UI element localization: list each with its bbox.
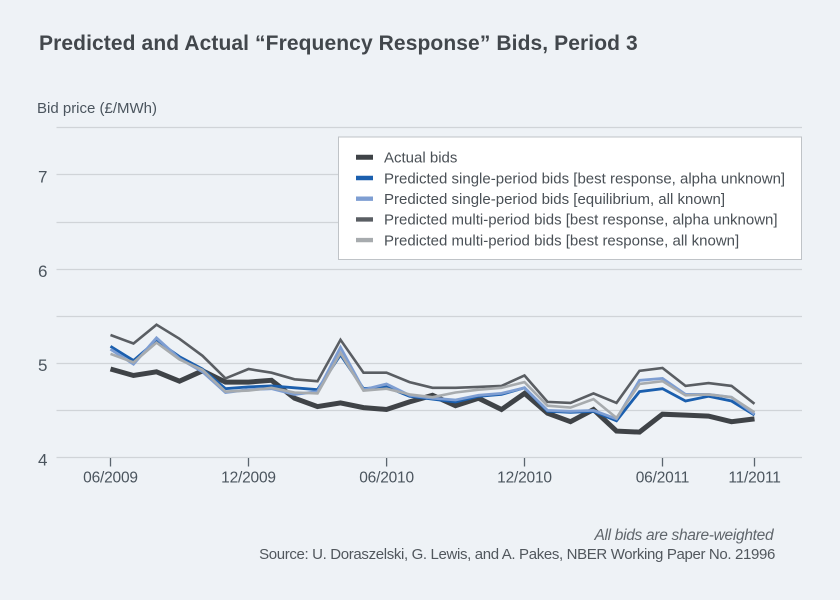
svg-text:12/2010: 12/2010 bbox=[497, 470, 552, 487]
svg-text:12/2009: 12/2009 bbox=[221, 470, 276, 487]
svg-text:06/2010: 06/2010 bbox=[359, 470, 414, 487]
svg-text:6: 6 bbox=[38, 262, 47, 281]
svg-text:Predicted multi-period bids [b: Predicted multi-period bids [best respon… bbox=[384, 212, 778, 229]
svg-text:11/2011: 11/2011 bbox=[728, 470, 780, 487]
svg-text:06/2011: 06/2011 bbox=[636, 470, 689, 487]
svg-text:5: 5 bbox=[38, 356, 47, 375]
svg-text:Actual bids: Actual bids bbox=[384, 150, 457, 167]
svg-text:Predicted multi-period bids [b: Predicted multi-period bids [best respon… bbox=[384, 232, 739, 249]
svg-text:4: 4 bbox=[38, 450, 47, 469]
svg-text:7: 7 bbox=[38, 168, 47, 187]
svg-text:06/2009: 06/2009 bbox=[83, 470, 138, 487]
svg-text:Predicted single-period bids [: Predicted single-period bids [equilibriu… bbox=[384, 191, 725, 208]
svg-text:Predicted single-period bids [: Predicted single-period bids [best respo… bbox=[384, 170, 785, 187]
